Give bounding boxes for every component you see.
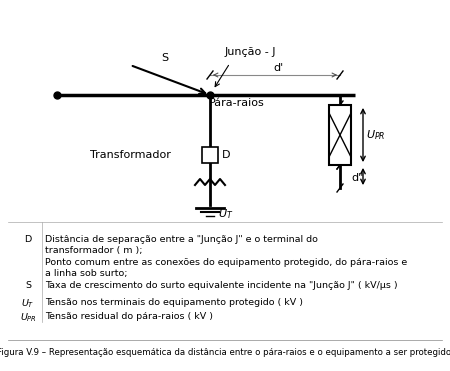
Bar [202, 147, 218, 163]
Bar [329, 105, 351, 165]
Text: $U_T$: $U_T$ [21, 298, 35, 311]
Text: Taxa de crescimento do surto equivalente incidente na "Junção J" ( kV/μs ): Taxa de crescimento do surto equivalente… [45, 281, 398, 290]
Text: $U_{PR}$: $U_{PR}$ [19, 312, 36, 325]
Text: $U_T$: $U_T$ [218, 207, 234, 221]
Text: Junção - J: Junção - J [225, 47, 276, 57]
Text: Figura V.9 – Representação esquemática da distância entre o pára-raios e o equip: Figura V.9 – Representação esquemática d… [0, 348, 450, 357]
Text: Distância de separação entre a "Junção J" e o terminal do
transformador ( m );: Distância de separação entre a "Junção J… [45, 235, 318, 256]
Text: D: D [24, 235, 32, 244]
Text: d': d' [273, 63, 283, 73]
Text: S: S [25, 281, 31, 290]
Text: D: D [222, 150, 230, 160]
Text: $U_{PR}$: $U_{PR}$ [366, 128, 386, 142]
Text: Ponto comum entre as conexões do equipamento protegido, do pára-raios e
a linha : Ponto comum entre as conexões do equipam… [45, 258, 407, 279]
Text: d": d" [351, 173, 364, 183]
Text: Pára-raios: Pára-raios [209, 98, 265, 108]
Text: Transformador: Transformador [90, 150, 171, 160]
Text: Tensão nos terminais do equipamento protegido ( kV ): Tensão nos terminais do equipamento prot… [45, 298, 303, 307]
Text: S: S [162, 53, 169, 63]
Text: Tensão residual do pára-raios ( kV ): Tensão residual do pára-raios ( kV ) [45, 312, 213, 321]
